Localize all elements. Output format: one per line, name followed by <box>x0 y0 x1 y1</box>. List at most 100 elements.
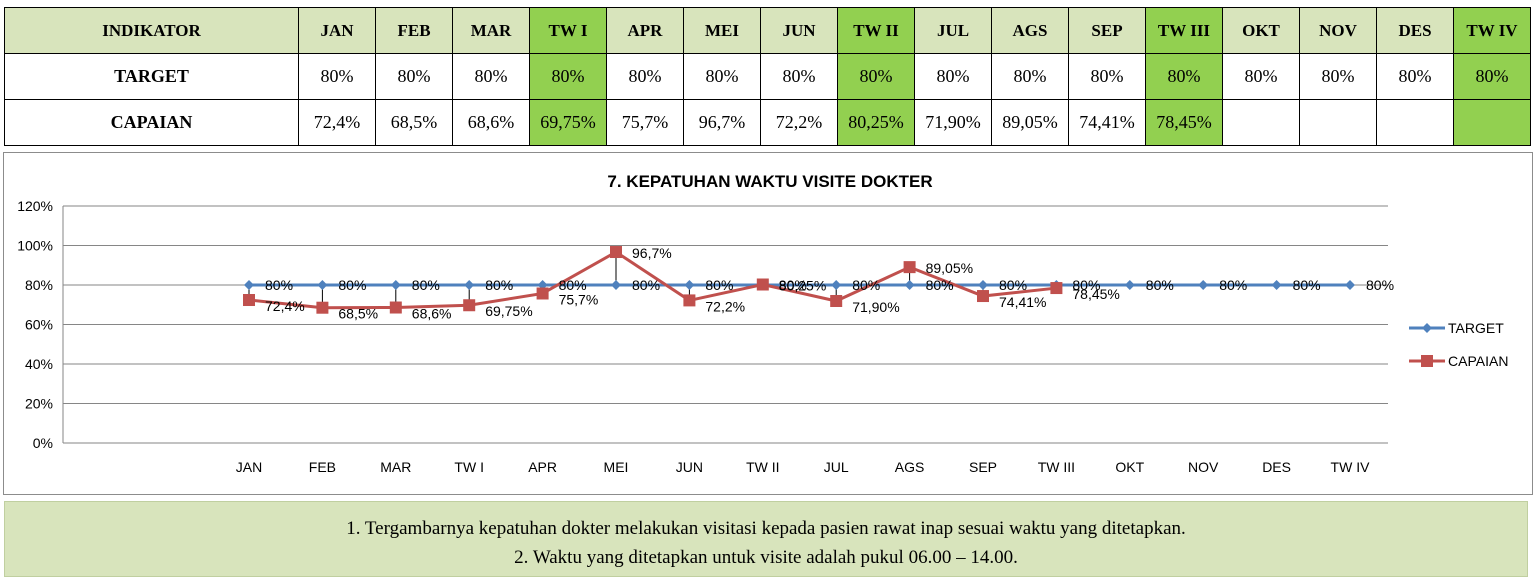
header-cell: JUL <box>914 7 992 54</box>
value-cell: 80% <box>298 53 376 100</box>
value-cell: 72,4% <box>298 99 376 146</box>
x-tick-label: JUL <box>824 459 849 475</box>
capaian-point <box>756 278 769 291</box>
value-cell: 80% <box>1299 53 1377 100</box>
capaian-point <box>389 301 402 314</box>
header-cell: DES <box>1376 7 1454 54</box>
data-label: 72,2% <box>705 298 745 314</box>
value-cell: 78,45% <box>1145 99 1223 146</box>
target-point <box>1345 280 1355 290</box>
data-label: 96,7% <box>632 245 672 261</box>
x-tick-label: SEP <box>969 459 997 475</box>
capaian-point <box>683 294 696 307</box>
header-indikator: INDIKATOR <box>4 7 299 54</box>
value-cell: 80% <box>1376 53 1454 100</box>
data-label: 80% <box>485 277 513 293</box>
x-tick-label: OKT <box>1115 459 1144 475</box>
x-tick-label: MAR <box>380 459 411 475</box>
y-tick-label: 40% <box>25 356 53 372</box>
notes-panel: 1. Tergambarnya kepatuhan dokter melakuk… <box>4 501 1528 577</box>
series-line-capaian <box>248 250 1057 310</box>
value-cell: 71,90% <box>914 99 992 146</box>
value-cell: 74,41% <box>1068 99 1146 146</box>
target-point <box>1124 280 1135 290</box>
y-tick-label: 120% <box>17 198 53 214</box>
value-cell: 80% <box>914 53 992 100</box>
x-tick-label: TW II <box>746 459 779 475</box>
value-cell <box>1222 99 1300 146</box>
row-label: TARGET <box>4 53 299 100</box>
capaian-point <box>903 261 916 274</box>
data-label: 80% <box>705 277 733 293</box>
value-cell: 72,2% <box>760 99 838 146</box>
header-cell: JAN <box>298 7 376 54</box>
table-row-capaian: CAPAIAN 72,4% 68,5% 68,6% 69,75% 75,7% 96,7% 72… <box>4 99 1531 146</box>
indicator-table: INDIKATOR JAN FEB MAR TW I APR MEI JUN TW II JUL A… <box>4 7 1531 146</box>
value-cell: 80% <box>1145 53 1223 100</box>
value-cell: 80% <box>837 53 915 100</box>
header-cell: AGS <box>991 7 1069 54</box>
value-cell <box>1453 99 1531 146</box>
capaian-point <box>316 301 329 314</box>
data-label: 80,25% <box>779 278 826 294</box>
legend-label: CAPAIAN <box>1448 353 1508 369</box>
table-row-target: TARGET 80% 80% 80% 80% 80% 80% 80% 80% 80% 80% 80% 8… <box>4 53 1531 100</box>
row-label: CAPAIAN <box>4 99 299 146</box>
data-label: 80% <box>1072 277 1100 293</box>
value-cell: 80,25% <box>837 99 915 146</box>
data-label: 80% <box>632 277 660 293</box>
value-cell: 68,6% <box>452 99 530 146</box>
capaian-point <box>610 246 622 259</box>
data-label: 75,7% <box>559 291 599 307</box>
data-label: 80% <box>1366 277 1394 293</box>
x-tick-label: DES <box>1262 459 1291 475</box>
y-tick-label: 80% <box>25 277 53 293</box>
capaian-point <box>536 287 549 300</box>
y-tick-label: 0% <box>33 435 53 451</box>
value-cell: 89,05% <box>991 99 1069 146</box>
target-point <box>684 280 695 290</box>
header-cell: FEB <box>375 7 453 54</box>
y-tick-label: 60% <box>25 317 53 333</box>
value-cell: 80% <box>683 53 761 100</box>
legend-marker <box>1421 355 1433 367</box>
target-point <box>317 280 328 290</box>
note-line-2: 2. Waktu yang ditetapkan untuk visite ad… <box>514 547 1018 568</box>
data-label: 78,45% <box>1072 286 1119 302</box>
value-cell <box>1299 99 1377 146</box>
data-label: 80% <box>1293 277 1321 293</box>
data-label: 80% <box>338 277 366 293</box>
target-point <box>904 280 915 290</box>
x-tick-label: APR <box>528 459 557 475</box>
data-label: 74,41% <box>999 294 1046 310</box>
capaian-point <box>977 290 989 303</box>
target-point <box>390 280 401 290</box>
x-tick-label: AGS <box>895 459 925 475</box>
data-label: 68,5% <box>338 306 378 322</box>
y-tick-label: 100% <box>17 238 53 254</box>
value-cell: 80% <box>529 53 607 100</box>
target-point <box>464 280 475 290</box>
data-label: 80% <box>412 277 440 293</box>
chart-legend: TARGET CAPAIAN <box>1409 320 1508 369</box>
target-point <box>1271 280 1282 290</box>
note-line-1: 1. Tergambarnya kepatuhan dokter melakuk… <box>346 518 1186 539</box>
chart-area: 7. KEPATUHAN WAKTU VISITE DOKTER 0% 20% 40… <box>3 152 1533 495</box>
value-cell: 80% <box>375 53 453 100</box>
data-label: 80% <box>1219 277 1247 293</box>
target-point <box>1198 280 1209 290</box>
line-chart: 7. KEPATUHAN WAKTU VISITE DOKTER 0% 20% 40… <box>17 172 1508 475</box>
header-cell: OKT <box>1222 7 1300 54</box>
x-tick-label: TW IV <box>1331 459 1371 475</box>
capaian-point <box>243 294 255 307</box>
value-cell: 69,75% <box>529 99 607 146</box>
data-label: 80% <box>999 277 1027 293</box>
chart-title: 7. KEPATUHAN WAKTU VISITE DOKTER <box>607 172 932 191</box>
header-cell: APR <box>606 7 684 54</box>
capaian-point <box>830 294 843 307</box>
target-point <box>611 280 621 290</box>
data-label: 80% <box>1146 277 1174 293</box>
data-label: 68,6% <box>412 306 452 322</box>
header-cell: MEI <box>683 7 761 54</box>
header-cell: TW II <box>837 7 915 54</box>
